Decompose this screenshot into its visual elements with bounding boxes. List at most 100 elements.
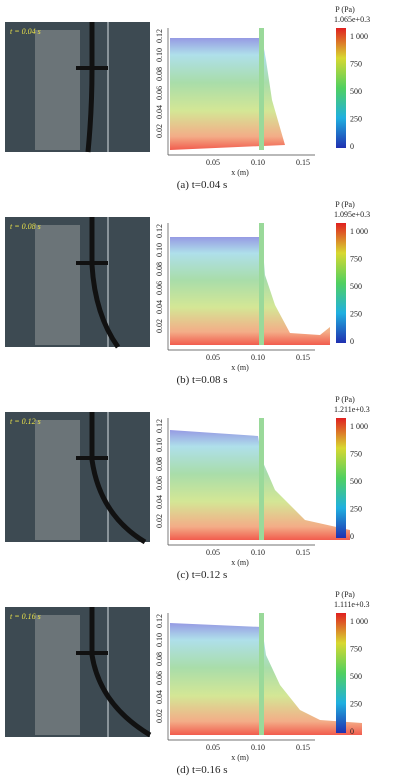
y-tick-label: 0.12: [155, 614, 164, 628]
x-tick-label: 0.10: [251, 353, 265, 362]
y-tick-label: 0.12: [155, 224, 164, 238]
x-axis-label: x (m): [231, 168, 249, 177]
x-tick-label: 0.05: [206, 548, 220, 557]
tank: [35, 615, 80, 735]
pipe: [89, 607, 152, 738]
y-tick-label: 0.04: [155, 495, 164, 509]
y-tick-label: 0.12: [155, 419, 164, 433]
caption: (d) t=0.16 s: [176, 764, 227, 776]
y-tick-label: 0.06: [155, 86, 164, 100]
y-tick-label: 0.08: [155, 262, 164, 276]
colorbar-tick: 1 000: [350, 32, 368, 41]
x-axis-label: x (m): [231, 363, 249, 372]
colorbar-tick: 0: [350, 142, 354, 151]
x-tick-label: 0.15: [296, 548, 310, 557]
colorbar-title: P (Pa): [335, 395, 355, 404]
pipe: [89, 217, 121, 349]
colorbar-tick: 0: [350, 532, 354, 541]
pipe: [89, 412, 147, 545]
colorbar-tick: 1 000: [350, 617, 368, 626]
colorbar-tick: 1 000: [350, 422, 368, 431]
y-tick-label: 0.08: [155, 67, 164, 81]
x-axis-label: x (m): [231, 753, 249, 762]
y-tick-label: 0.10: [155, 243, 164, 257]
colorbar-title: P (Pa): [335, 5, 355, 14]
tank: [35, 420, 80, 540]
fluid: [170, 623, 362, 735]
y-tick-label: 0.04: [155, 690, 164, 704]
y-tick-label: 0.04: [155, 300, 164, 314]
gate: [259, 223, 264, 345]
x-tick-label: 0.05: [206, 158, 220, 167]
colorbar-max: 1.065e+0.3: [334, 15, 370, 24]
gate: [259, 613, 264, 735]
y-tick-label: 0.12: [155, 29, 164, 43]
colorbar: [336, 613, 346, 733]
colorbar-tick: 0: [350, 337, 354, 346]
colorbar-tick: 500: [350, 672, 362, 681]
x-tick-label: 0.05: [206, 353, 220, 362]
x-tick-label: 0.10: [251, 158, 265, 167]
y-tick-label: 0.06: [155, 671, 164, 685]
colorbar-max: 1.211e+0.3: [334, 405, 370, 414]
time-label: t = 0.04 s: [10, 27, 41, 36]
fluid: [170, 237, 330, 345]
colorbar-max: 1.095e+0.3: [334, 210, 370, 219]
y-tick-label: 0.06: [155, 281, 164, 295]
x-tick-label: 0.15: [296, 158, 310, 167]
colorbar-tick: 250: [350, 115, 362, 124]
colorbar-tick: 750: [350, 60, 362, 69]
y-tick-label: 0.10: [155, 438, 164, 452]
time-label: t = 0.16 s: [10, 612, 41, 621]
y-tick-label: 0.08: [155, 652, 164, 666]
gate: [259, 28, 264, 150]
x-tick-label: 0.10: [251, 548, 265, 557]
caption: (c) t=0.12 s: [177, 569, 228, 581]
colorbar-tick: 250: [350, 310, 362, 319]
y-tick-label: 0.02: [155, 124, 164, 138]
x-tick-label: 0.15: [296, 743, 310, 752]
colorbar-tick: 750: [350, 450, 362, 459]
y-tick-label: 0.10: [155, 48, 164, 62]
colorbar-max: 1.111e+0.3: [334, 600, 369, 609]
y-tick-label: 0.02: [155, 514, 164, 528]
colorbar-title: P (Pa): [335, 200, 355, 209]
x-tick-label: 0.15: [296, 353, 310, 362]
gate: [259, 418, 264, 540]
fluid: [170, 38, 285, 150]
caption: (a) t=0.04 s: [177, 179, 228, 191]
colorbar-tick: 500: [350, 477, 362, 486]
panel: t = 0.04 s 0.02 0.04 0.06 0.08 0.10 0.12 0.05 0.…: [5, 5, 370, 191]
colorbar-tick: 750: [350, 645, 362, 654]
colorbar: [336, 418, 346, 538]
y-tick-label: 0.08: [155, 457, 164, 471]
x-tick-label: 0.05: [206, 743, 220, 752]
colorbar-tick: 250: [350, 505, 362, 514]
colorbar-tick: 500: [350, 87, 362, 96]
y-tick-label: 0.10: [155, 633, 164, 647]
tank: [35, 30, 80, 150]
caption: (b) t=0.08 s: [176, 374, 227, 386]
y-tick-label: 0.04: [155, 105, 164, 119]
y-tick-label: 0.02: [155, 319, 164, 333]
colorbar: [336, 223, 346, 343]
time-label: t = 0.12 s: [10, 417, 41, 426]
time-label: t = 0.08 s: [10, 222, 41, 231]
colorbar-tick: 1 000: [350, 227, 368, 236]
colorbar-tick: 0: [350, 727, 354, 736]
pipe: [85, 22, 95, 153]
colorbar-title: P (Pa): [335, 590, 355, 599]
panel: t = 0.16 s 0.02 0.04 0.06 0.08 0.10 0.12 0.05 0.…: [5, 590, 369, 776]
y-tick-label: 0.02: [155, 709, 164, 723]
panel: t = 0.08 s 0.02 0.04 0.06 0.08 0.10 0.12 0.05 0.…: [5, 200, 370, 386]
colorbar-tick: 250: [350, 700, 362, 709]
panel: t = 0.12 s 0.02 0.04 0.06 0.08 0.10 0.12 0.05 0.…: [5, 395, 370, 581]
colorbar-tick: 500: [350, 282, 362, 291]
tank: [35, 225, 80, 345]
colorbar-tick: 750: [350, 255, 362, 264]
x-axis-label: x (m): [231, 558, 249, 567]
colorbar: [336, 28, 346, 148]
x-tick-label: 0.10: [251, 743, 265, 752]
y-tick-label: 0.06: [155, 476, 164, 490]
